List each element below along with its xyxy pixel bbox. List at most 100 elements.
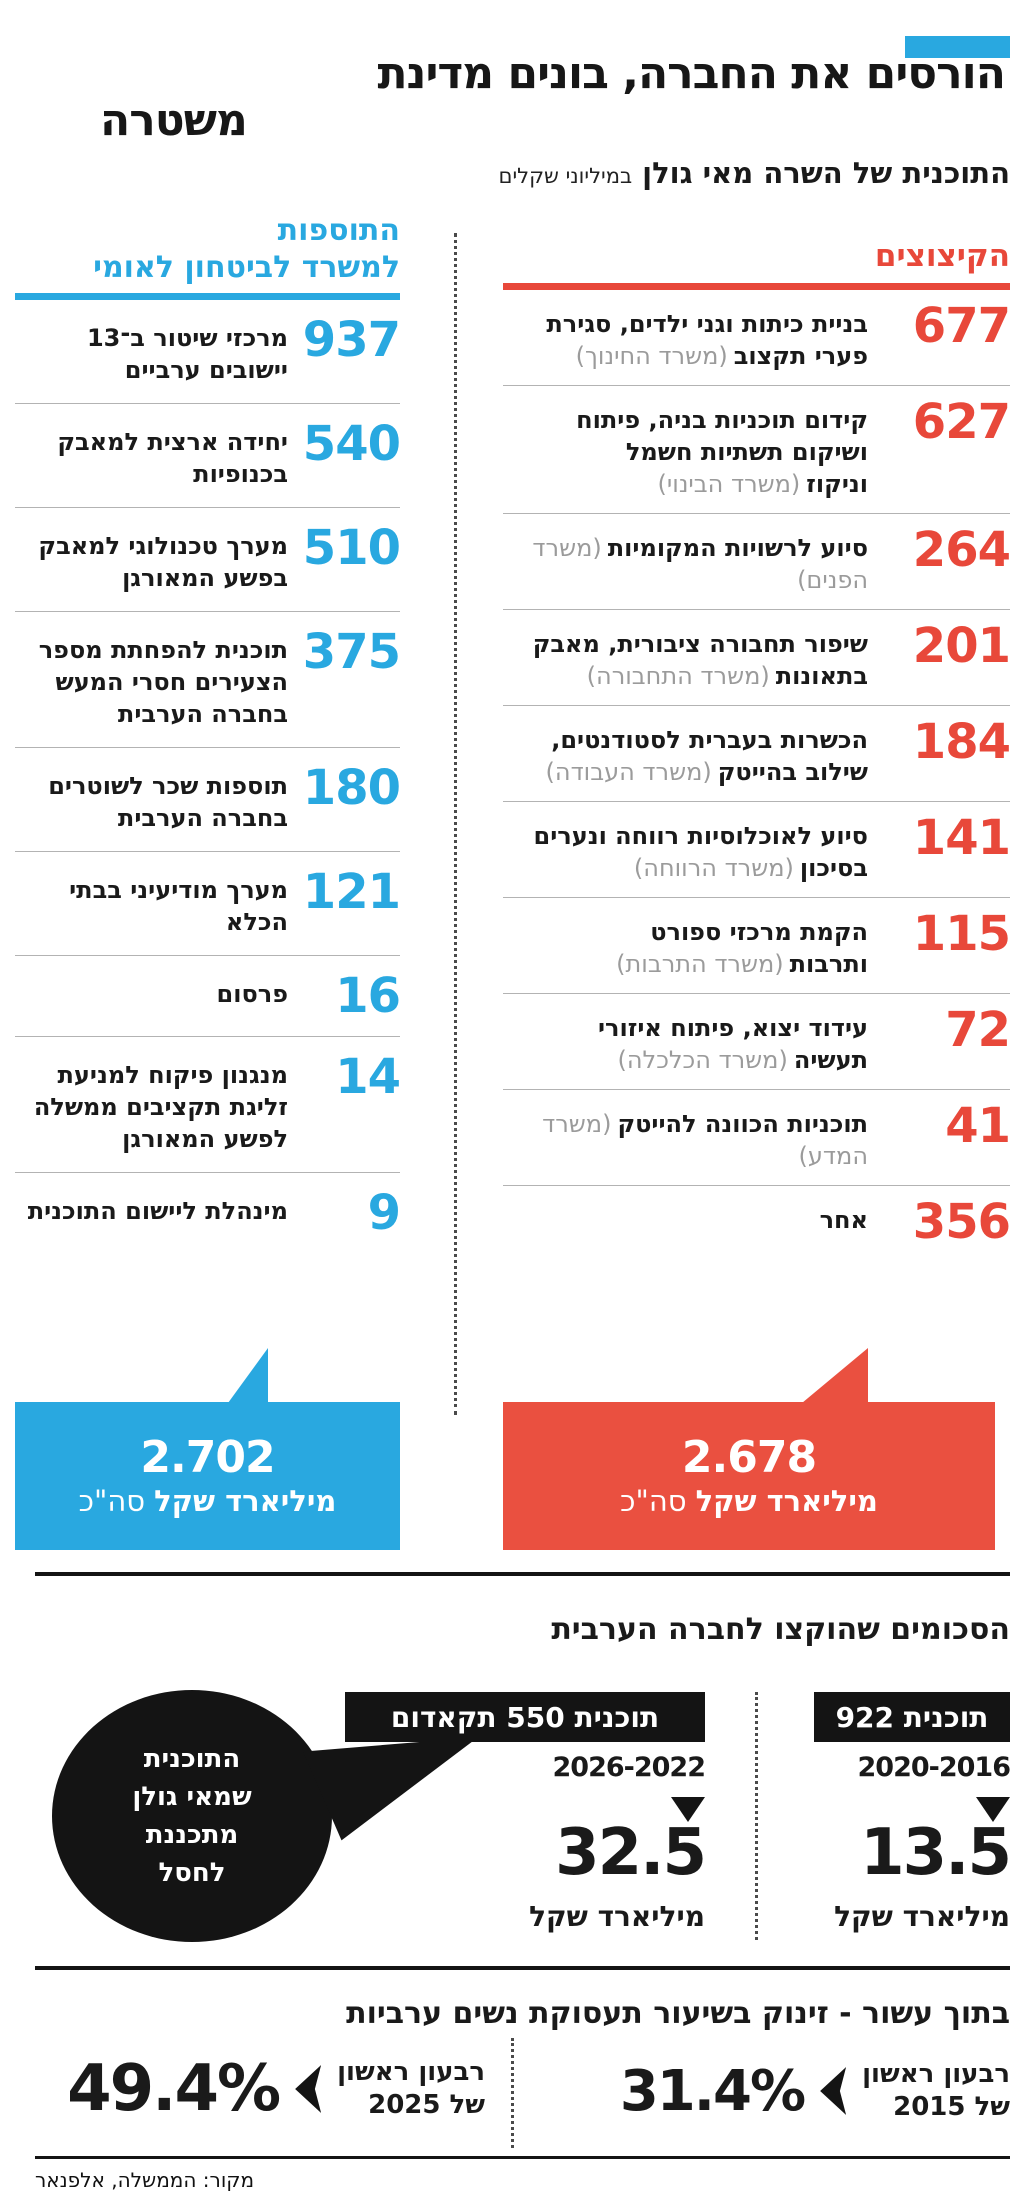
addition-label: תוספות שכר לשוטרים בחברה הערבית	[48, 772, 288, 832]
cut-label: סיוע לרשויות המקומיות(משרד הפנים)	[532, 534, 868, 594]
additions-total-tail-icon	[228, 1348, 268, 1403]
cut-ministry: (משרד התחבורה)	[586, 662, 770, 690]
program-922-unit: מיליארד שקל	[834, 1900, 1010, 1933]
cut-row: 184 הכשרות בעברית לסטודנטים, שילוב בהייטק…	[503, 706, 1011, 802]
page-title: הורסים את החברה, בונים מדינת משטרה	[100, 48, 1006, 146]
cut-ministry: (משרד המדע)	[542, 1110, 868, 1170]
cut-value: 72	[945, 1002, 1011, 1058]
employment-title: בתוך עשור - זינוק בשיעור תעסוקת נשים ערב…	[346, 1996, 1010, 2031]
additions-total-label: מיליארד שקלסה"כ	[78, 1484, 337, 1518]
cut-label: אחר	[819, 1206, 868, 1234]
addition-label: פרסום	[216, 980, 289, 1008]
allocations-dotted-divider	[755, 1692, 758, 1940]
cut-label: עידוד יצוא, פיתוח איזורי תעשיה(משרד הכלכ…	[597, 1014, 868, 1074]
speech-bubble: התוכנית שמאי גולן מתכננת לחסל	[52, 1690, 332, 1942]
page-subtitle: התוכנית של השרה מאי גולן במיליוני שקלים	[499, 156, 1010, 190]
columns-dotted-divider	[454, 233, 457, 1415]
cut-row: 627 קידום תוכניות בניה, פיתוח ושיקום תשתי…	[503, 386, 1011, 514]
addition-value: 937	[302, 312, 401, 368]
additions-total-value: 2.702	[140, 1432, 275, 1483]
addition-row: 16 פרסום	[15, 956, 401, 1037]
source-credit: מקור: הממשלה, אלפנאר	[35, 2168, 255, 2192]
allocations-title: הסכומים שהוקצו לחברה הערבית	[551, 1612, 1010, 1647]
cut-ministry: (משרד הכלכלה)	[617, 1046, 788, 1074]
addition-label: תוכנית להפחתת מספר הצעירים חסרי המעש בחב…	[38, 636, 288, 728]
employment-period: רבעון ראשון של 2025	[337, 2057, 485, 2120]
cut-label: סיוע לאוכלוסיות רווחה ונערים בסיכון(משרד…	[533, 822, 869, 882]
addition-row: 375 תוכנית להפחתת מספר הצעירים חסרי המעש …	[15, 612, 401, 748]
program-550-years: 2026-2022	[552, 1752, 706, 1783]
subtitle-text: התוכנית של השרה מאי גולן	[642, 156, 1010, 190]
addition-value: 16	[335, 968, 401, 1024]
cut-value: 41	[945, 1098, 1011, 1154]
cut-label: בניית כיתות וגני ילדים, סגירת פערי תקצוב…	[546, 310, 868, 370]
addition-value: 180	[302, 760, 401, 816]
additions-total-box: 2.702 מיליארד שקלסה"כ	[15, 1402, 400, 1550]
addition-value: 540	[302, 416, 401, 472]
addition-label: מערך מודיעיני בבתי הכלא	[69, 876, 288, 936]
section-divider	[35, 1966, 1010, 1970]
cuts-total-value: 2.678	[681, 1432, 817, 1483]
cut-value: 356	[912, 1194, 1011, 1250]
addition-value: 375	[302, 624, 401, 680]
speech-bubble-text: התוכנית שמאי גולן מתכננת לחסל	[132, 1744, 252, 1888]
cut-value: 201	[912, 618, 1011, 674]
cuts-total-tail-icon	[802, 1348, 868, 1403]
cuts-title: הקיצוצים	[874, 238, 1010, 274]
cut-value: 264	[912, 522, 1011, 578]
cut-row: 41 תוכניות הכוונה להייטק(משרד המדע)	[503, 1090, 1011, 1186]
addition-label: מערך טכנולוגי למאבק בפשע המאורגן	[38, 532, 288, 592]
program-550-box: תוכנית 550 תקאדום	[345, 1692, 705, 1742]
cut-label: הכשרות בעברית לסטודנטים, שילוב בהייטק(מש…	[545, 726, 868, 786]
additions-rule	[15, 293, 400, 300]
cut-value: 115	[912, 906, 1011, 962]
page-title-line1: הורסים את החברה, בונים מדינת	[377, 48, 1006, 99]
program-922-value: 13.5	[860, 1816, 1012, 1890]
cut-ministry: (משרד התרבות)	[616, 950, 784, 978]
employment-stat-2025: רבעון ראשון של 2025 49.4%	[67, 2052, 485, 2126]
cut-ministry: (משרד החינוך)	[575, 342, 728, 370]
cut-label: הקמת מרכזי ספורט ותרבות(משרד התרבות)	[616, 918, 868, 978]
addition-value: 14	[335, 1049, 401, 1105]
addition-row: 540 יחידה ארצית למאבק בכנופיות	[15, 404, 401, 508]
addition-value: 510	[302, 520, 401, 576]
additions-column: התוספות למשרד לביטחון לאומי 937 מרכזי שיטו…	[15, 212, 401, 1253]
addition-row: 121 מערך מודיעיני בבתי הכלא	[15, 852, 401, 956]
page-title-line2: משטרה	[100, 95, 248, 146]
additions-title: התוספות למשרד לביטחון לאומי	[93, 213, 400, 285]
program-550-value: 32.5	[555, 1816, 707, 1890]
addition-row: 14 מנגנון פיקוח למניעת זליגת תקציבים ממשל…	[15, 1037, 401, 1173]
cut-value: 627	[912, 394, 1011, 450]
down-arrow-icon	[976, 1797, 1010, 1822]
accent-bar	[905, 36, 1010, 58]
cuts-column: הקיצוצים 677 בניית כיתות וגני ילדים, סגיר…	[503, 237, 1011, 1258]
cuts-total-box: 2.678 מיליארד שקלסה"כ	[503, 1402, 995, 1550]
cut-row: 201 שיפור תחבורה ציבורית, מאבק בתאונות(מש…	[503, 610, 1011, 706]
addition-label: יחידה ארצית למאבק בכנופיות	[57, 428, 288, 488]
addition-label: מנגנון פיקוח למניעת זליגת תקציבים ממשלה …	[33, 1061, 288, 1153]
cut-ministry: (משרד הפנים)	[532, 534, 868, 594]
left-arrow-icon	[820, 2067, 847, 2115]
cut-value: 141	[912, 810, 1011, 866]
cut-row: 141 סיוע לאוכלוסיות רווחה ונערים בסיכון(מ…	[503, 802, 1011, 898]
employment-stat-2015: רבעון ראשון של 2015 31.4%	[620, 2058, 1010, 2124]
cut-row: 264 סיוע לרשויות המקומיות(משרד הפנים)	[503, 514, 1011, 610]
down-arrow-icon	[671, 1797, 705, 1822]
cuts-total-label: מיליארד שקלסה"כ	[620, 1484, 878, 1518]
cut-label: תוכניות הכוונה להייטק(משרד המדע)	[542, 1110, 868, 1170]
addition-value: 9	[367, 1185, 401, 1241]
cut-ministry: (משרד הרווחה)	[633, 854, 794, 882]
employment-period: רבעון ראשון של 2015	[862, 2059, 1010, 2122]
program-550-unit: מיליארד שקל	[529, 1900, 705, 1933]
cut-label: שיפור תחבורה ציבורית, מאבק בתאונות(משרד …	[532, 630, 868, 690]
cut-row-other: 356 אחר	[503, 1186, 1011, 1258]
cut-value: 677	[912, 298, 1011, 354]
addition-label: מרכזי שיטור ב־13 יישובים ערביים	[86, 324, 288, 384]
addition-row: 9 מינהלת ליישום התוכנית	[15, 1173, 401, 1253]
addition-value: 121	[302, 864, 401, 920]
subtitle-unit-note: במיליוני שקלים	[498, 164, 633, 188]
addition-row: 937 מרכזי שיטור ב־13 יישובים ערביים	[15, 300, 401, 404]
employment-value: 31.4%	[619, 2058, 806, 2124]
cuts-rule	[503, 283, 1010, 290]
